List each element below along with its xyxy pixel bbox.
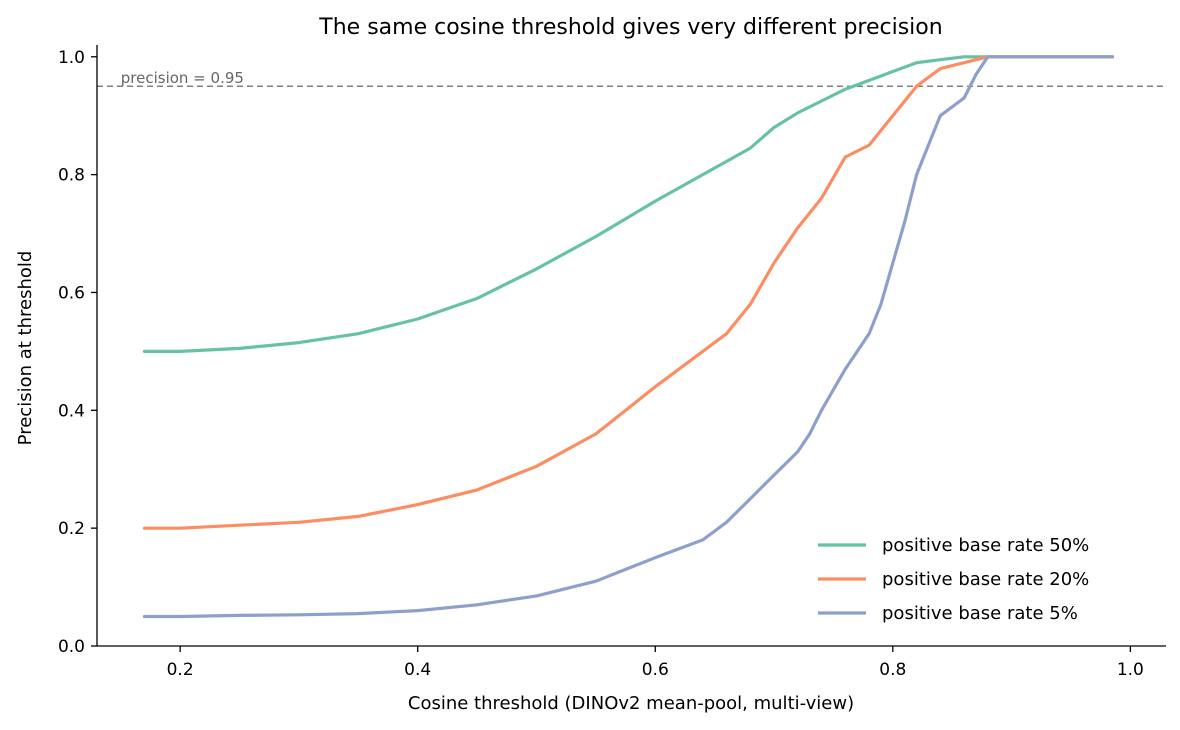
y-tick-label: 0.8: [58, 166, 85, 186]
chart-title: The same cosine threshold gives very dif…: [318, 15, 942, 40]
reference-line-label: precision = 0.95: [121, 69, 244, 87]
legend-label: positive base rate 5%: [882, 603, 1078, 624]
series-line-2: [142, 55, 1115, 619]
x-axis-ticks: 0.2 0.4 0.6 0.8 1.0: [167, 646, 1144, 680]
y-tick-label: 0.2: [58, 519, 85, 539]
legend-label: positive base rate 20%: [882, 569, 1089, 590]
series-line-0: [142, 55, 1115, 353]
y-tick-label: 0.6: [58, 283, 85, 303]
x-axis-label: Cosine threshold (DINOv2 mean-pool, mult…: [408, 693, 854, 714]
y-tick-label: 1.0: [58, 48, 85, 68]
x-tick-label: 0.4: [404, 660, 431, 680]
x-tick-label: 0.2: [167, 660, 194, 680]
x-tick-label: 0.8: [879, 660, 906, 680]
series-line-1: [142, 55, 1115, 530]
y-tick-label: 0.0: [58, 637, 85, 657]
x-tick-label: 0.6: [642, 660, 669, 680]
legend-label: positive base rate 50%: [882, 535, 1089, 556]
series-group: [142, 55, 1115, 619]
x-tick-label: 1.0: [1117, 660, 1144, 680]
legend: positive base rate 50% positive base rate…: [818, 535, 1089, 624]
y-axis-label: Precision at threshold: [15, 251, 36, 446]
y-tick-label: 0.4: [58, 401, 85, 421]
reference-line-group: precision = 0.95: [97, 69, 1166, 87]
y-axis-ticks: 0.0 0.2 0.4 0.6 0.8 1.0: [58, 48, 97, 657]
